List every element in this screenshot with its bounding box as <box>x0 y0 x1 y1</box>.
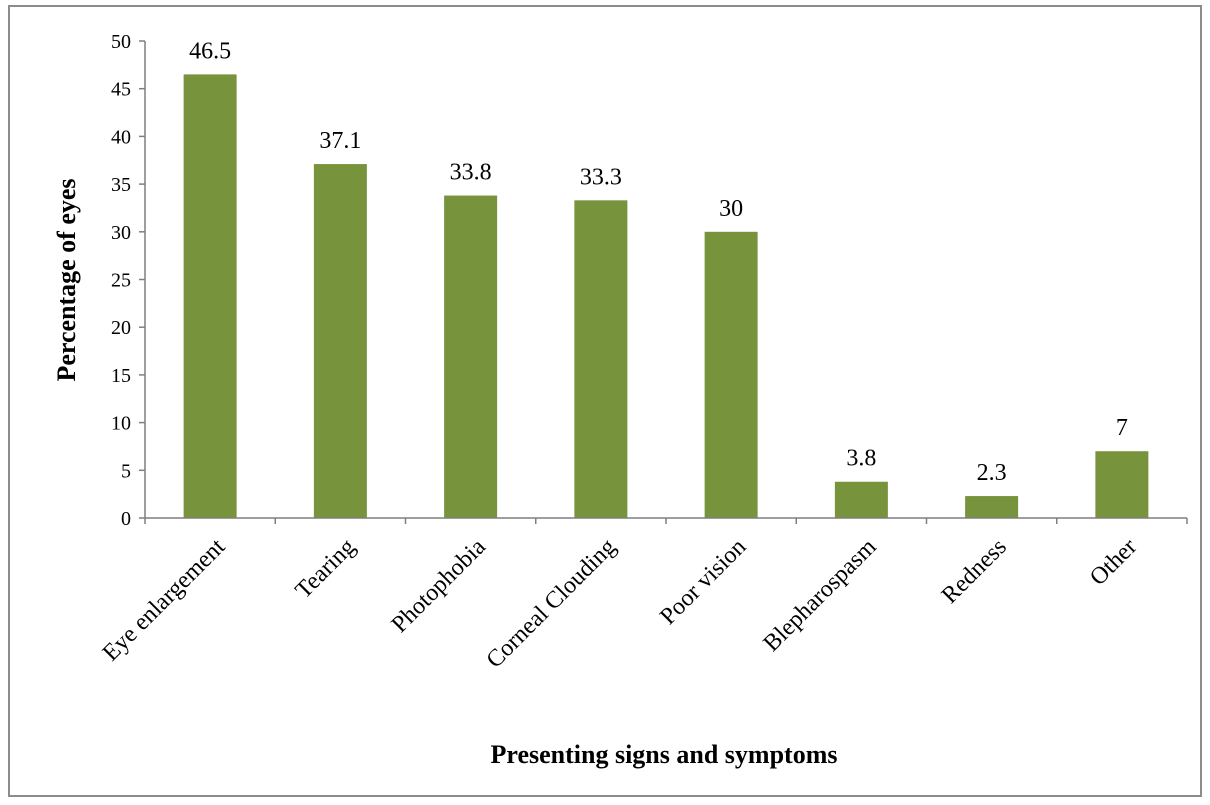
axes <box>144 41 1188 524</box>
y-tick-label: 15 <box>111 365 131 387</box>
y-tick-label: 20 <box>111 317 131 339</box>
x-axis-title: Presenting signs and symptoms <box>491 740 838 769</box>
y-tick-label: 30 <box>111 222 131 244</box>
y-tick-label: 5 <box>121 460 131 482</box>
data-label: 30 <box>719 196 743 222</box>
x-tick-label: Corneal Clouding <box>482 534 622 674</box>
bar <box>574 200 628 518</box>
data-label: 33.8 <box>450 160 492 186</box>
data-label: 46.5 <box>189 38 231 64</box>
y-tick-label: 35 <box>111 174 131 196</box>
bar <box>313 164 367 519</box>
x-axis-labels: Eye enlargement Tearing PhotophobiaCorneal… <box>98 534 1142 674</box>
y-axis-ticks: 0 5 10 15 20 25 30 35 40 45 50 <box>111 31 145 530</box>
y-axis-title: Percentage of eyes <box>52 178 81 381</box>
x-tick-label: Poor vision <box>655 534 751 630</box>
y-tick-label: 50 <box>111 31 131 53</box>
x-tick-label: Photophobia <box>387 534 491 638</box>
x-tick-label: Blepharospasm <box>759 534 882 657</box>
bar <box>704 231 758 519</box>
data-label: 2.3 <box>977 460 1007 486</box>
x-tick-label: Other <box>1085 534 1142 591</box>
bars: 46.5 37.1 33.8 33.3 30 3.8 2.3 7 <box>183 38 1149 519</box>
x-tick-label: Eye enlargement <box>98 534 231 667</box>
x-tick-label: Tearing <box>291 534 361 604</box>
y-tick-label: 10 <box>111 413 131 435</box>
data-label: 33.3 <box>580 164 622 190</box>
y-tick-label: 40 <box>111 126 131 148</box>
data-label: 7 <box>1116 415 1128 441</box>
bar <box>1095 451 1149 518</box>
data-label: 3.8 <box>846 446 876 472</box>
data-label: 37.1 <box>319 128 361 154</box>
bar <box>444 195 498 518</box>
y-tick-label: 25 <box>111 270 131 292</box>
x-tick-label: Redness <box>937 534 1012 609</box>
y-tick-label: 0 <box>121 508 131 530</box>
bar <box>183 74 237 518</box>
bar <box>965 496 1019 518</box>
y-tick-label: 45 <box>111 79 131 101</box>
bar <box>834 481 888 518</box>
